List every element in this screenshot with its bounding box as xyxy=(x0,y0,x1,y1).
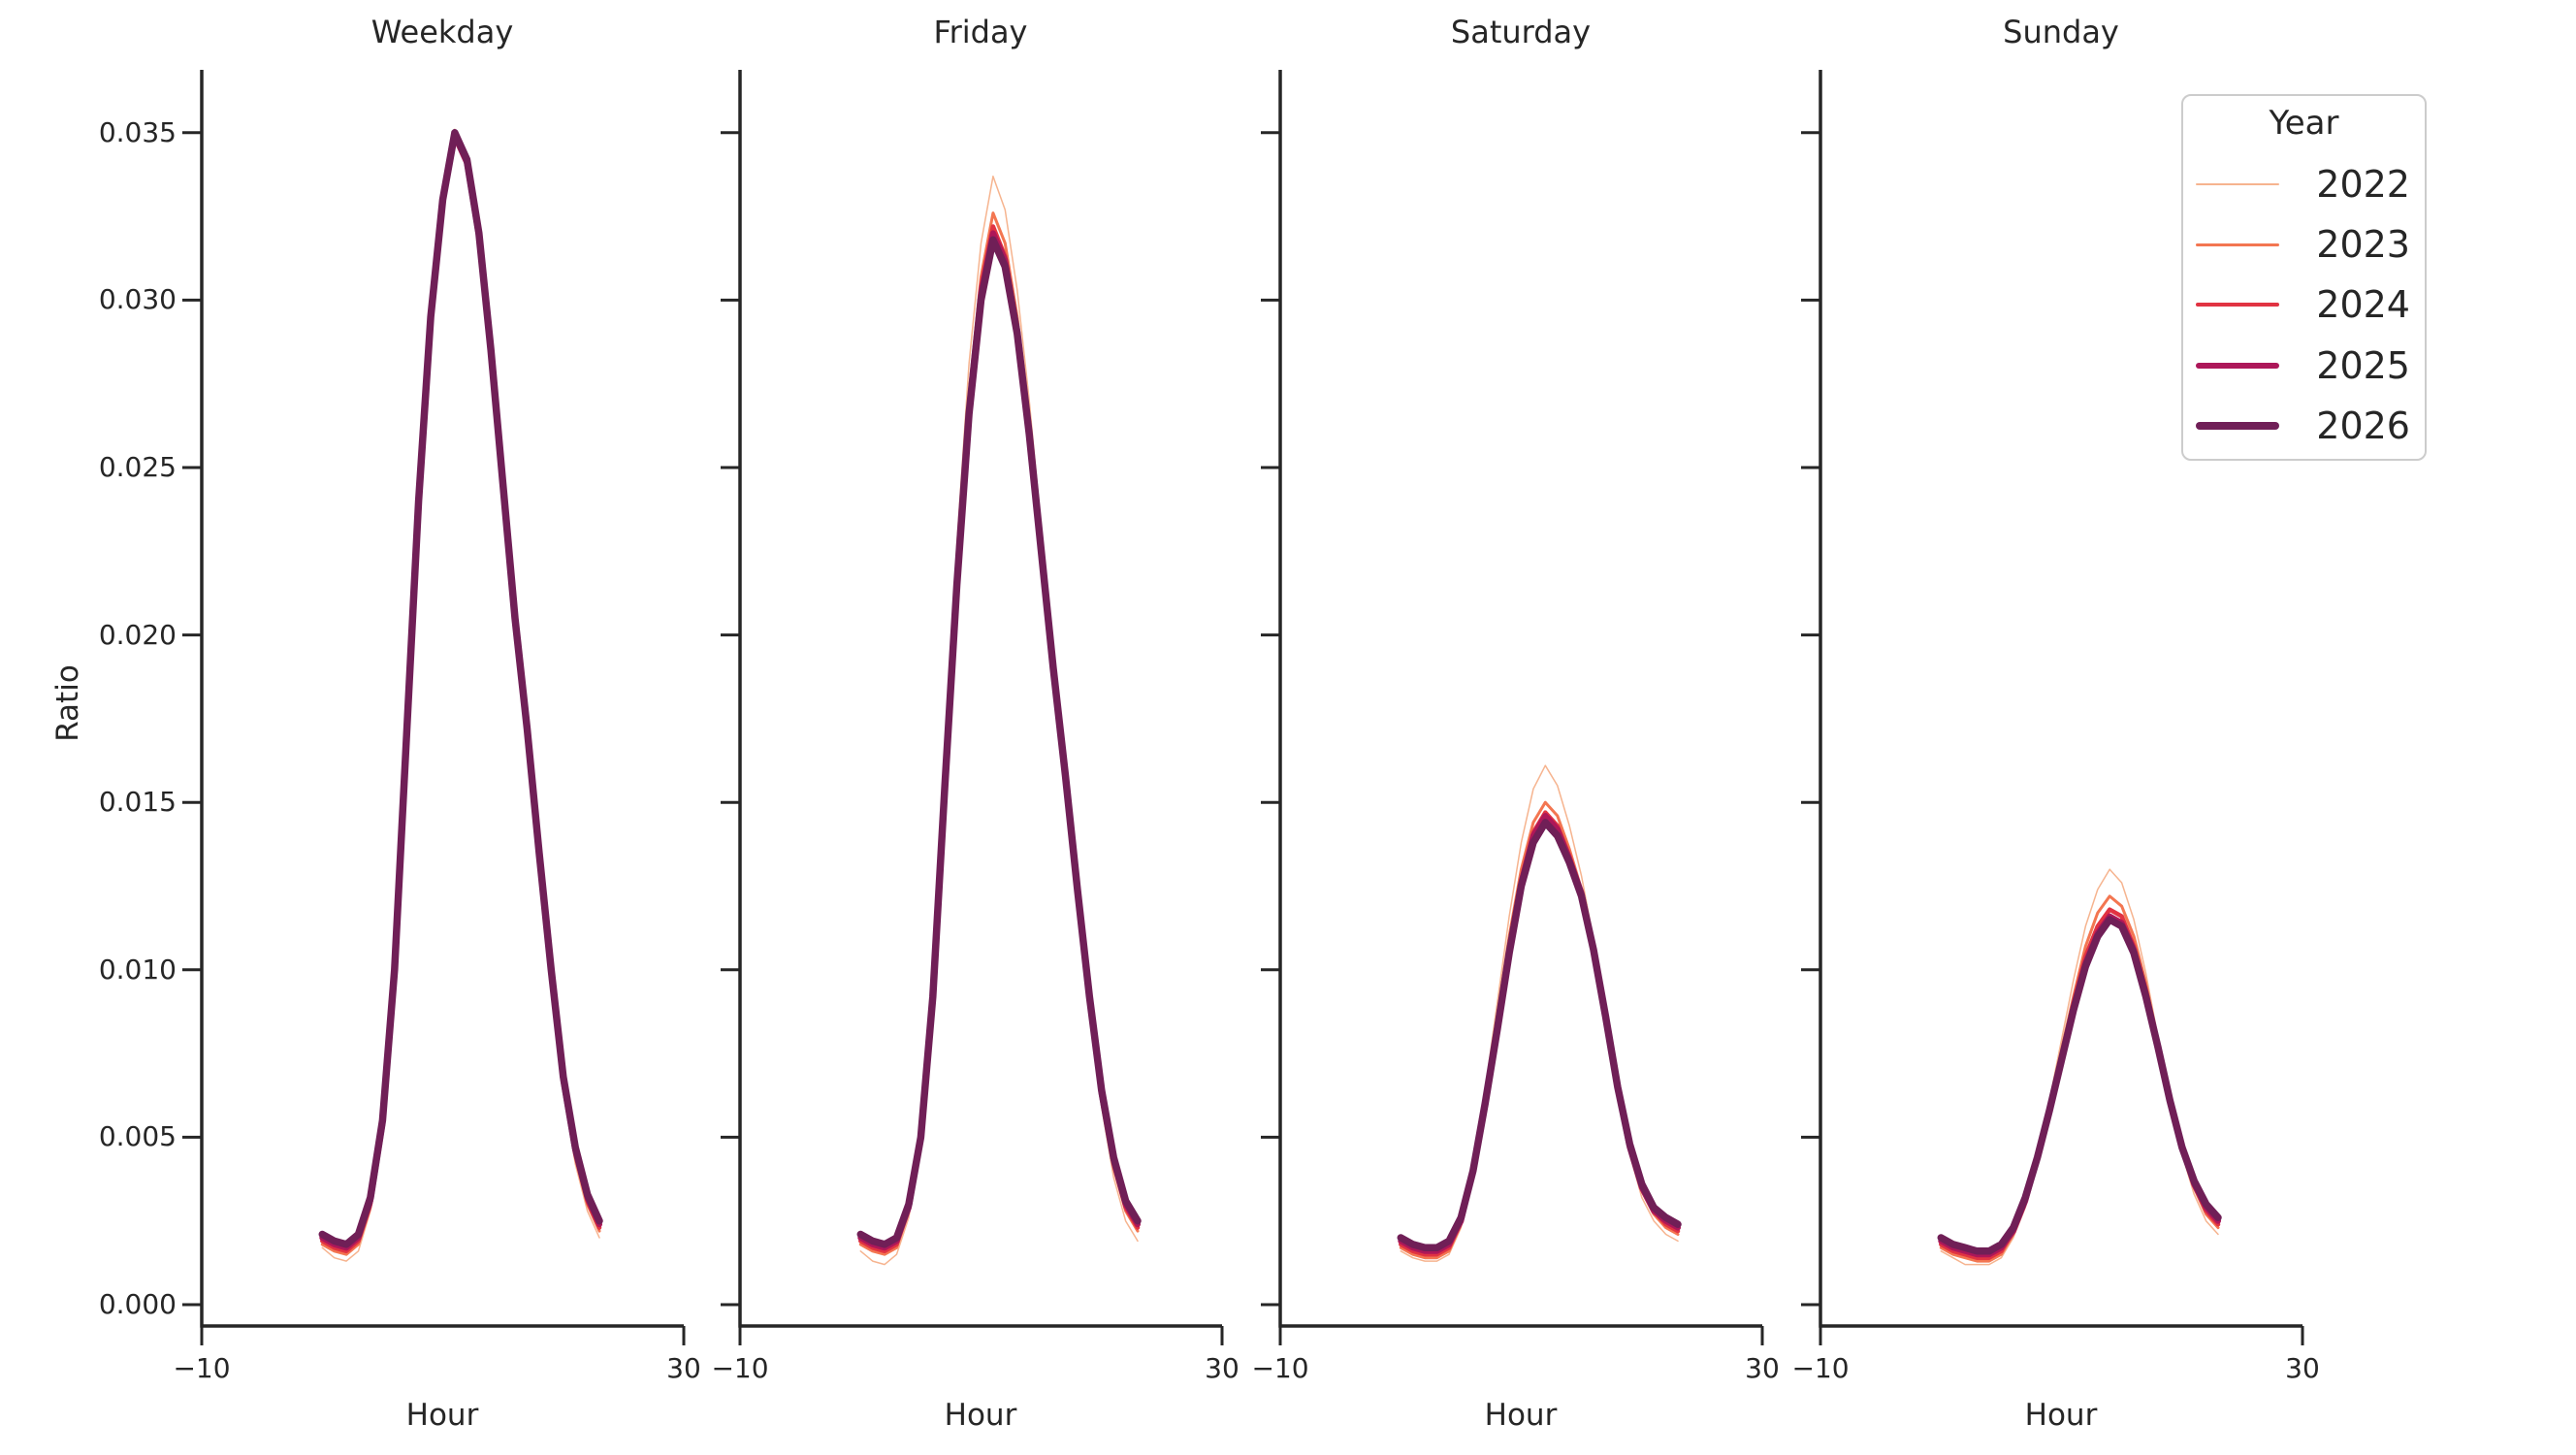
legend-entry: 2026 xyxy=(2196,403,2410,449)
x-axis-label: Hour xyxy=(405,1398,479,1433)
x-tick-label: 30 xyxy=(2285,1352,2320,1384)
subplot-title-friday: Friday xyxy=(933,14,1028,50)
y-tick-label: 0.005 xyxy=(98,1120,177,1152)
x-tick-label: −10 xyxy=(711,1352,769,1384)
x-tick-label: 30 xyxy=(1205,1352,1240,1384)
subplot-title-saturday: Saturday xyxy=(1450,14,1592,50)
legend-line-swatch-2026 xyxy=(2196,422,2279,430)
legend-entry-label: 2023 xyxy=(2316,223,2410,266)
legend-entry: 2024 xyxy=(2196,281,2410,328)
x-tick-label: 30 xyxy=(1745,1352,1780,1384)
y-tick-label: 0.030 xyxy=(98,283,177,315)
legend-entry: 2022 xyxy=(2196,161,2410,208)
legend-entry-label: 2025 xyxy=(2316,344,2410,387)
x-axis-label: Hour xyxy=(1484,1398,1558,1433)
y-tick-label: 0.015 xyxy=(98,786,177,818)
legend-entry: 2025 xyxy=(2196,342,2410,389)
legend-entry-label: 2026 xyxy=(2316,404,2410,447)
legend: Year 2022 2023 2024 2025 2026 xyxy=(2181,94,2427,461)
y-tick-label: 0.010 xyxy=(98,954,177,986)
x-tick-label: 30 xyxy=(666,1352,701,1384)
x-tick-label: −10 xyxy=(1791,1352,1850,1384)
legend-entry-label: 2022 xyxy=(2316,163,2410,206)
x-tick-label: −10 xyxy=(1251,1352,1309,1384)
y-tick-label: 0.025 xyxy=(98,451,177,483)
legend-line-swatch-2025 xyxy=(2196,363,2279,369)
y-tick-label: 0.020 xyxy=(98,619,177,651)
x-axis-label: Hour xyxy=(2024,1398,2098,1433)
legend-entry: 2023 xyxy=(2196,221,2410,268)
subplot-title-weekday: Weekday xyxy=(370,14,514,50)
subplot-title-sunday: Sunday xyxy=(2003,14,2119,50)
x-tick-label: −10 xyxy=(173,1352,231,1384)
legend-title: Year xyxy=(2269,104,2339,143)
y-tick-label: 0.035 xyxy=(98,116,177,148)
x-axis-label: Hour xyxy=(944,1398,1017,1433)
legend-entry-label: 2024 xyxy=(2316,283,2410,326)
legend-line-swatch-2024 xyxy=(2196,302,2279,307)
legend-line-swatch-2022 xyxy=(2196,183,2279,185)
legend-line-swatch-2023 xyxy=(2196,242,2279,246)
y-tick-label: 0.000 xyxy=(98,1288,177,1320)
